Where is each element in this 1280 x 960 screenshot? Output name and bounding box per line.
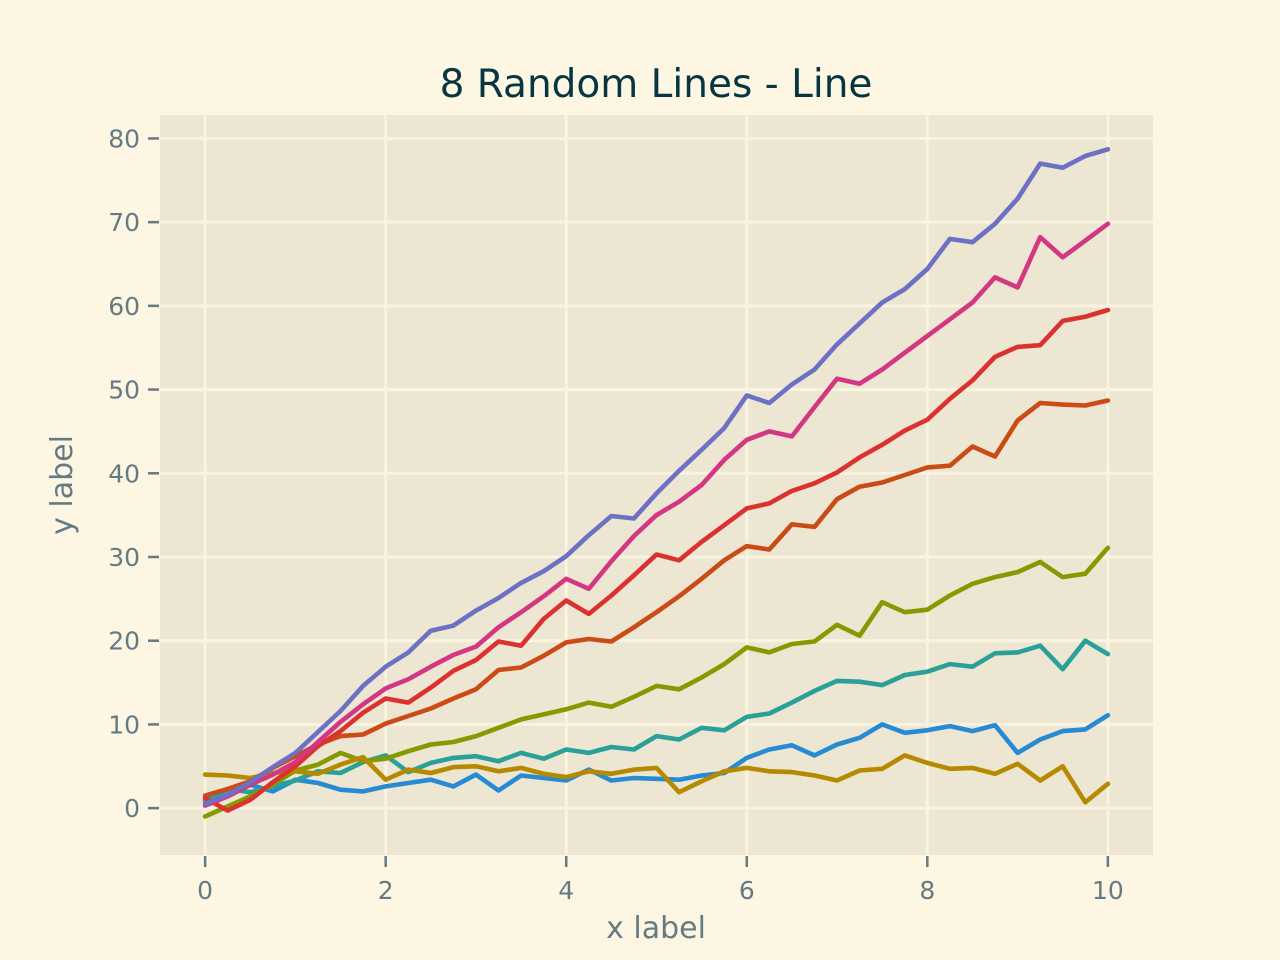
y-axis-label: y label xyxy=(45,435,80,535)
y-tick-label: 40 xyxy=(108,459,140,488)
y-tick-label: 20 xyxy=(108,627,140,656)
x-axis-label: x label xyxy=(606,911,706,946)
y-tick-label: 30 xyxy=(108,543,140,572)
series-line-1-blue xyxy=(202,712,1111,803)
x-tick-label: 4 xyxy=(558,876,574,905)
series-line-7-magenta xyxy=(202,221,1111,808)
x-tick-label: 0 xyxy=(197,876,213,905)
x-tick-label: 2 xyxy=(378,876,394,905)
y-tick-label: 60 xyxy=(108,292,140,321)
y-tick-label: 0 xyxy=(124,794,140,823)
series-line-4-yellow xyxy=(202,753,1111,805)
series-layer xyxy=(202,147,1111,819)
y-tick-label: 10 xyxy=(108,710,140,739)
series-line-8-violet xyxy=(202,147,1111,807)
axes-background xyxy=(160,115,1153,855)
series-line-5-orange xyxy=(202,398,1111,798)
x-tick-label: 8 xyxy=(919,876,935,905)
series-line-6-red xyxy=(202,307,1111,813)
tick-layer: 0 2 4 6 8 10 0 10 20 30 40 50 60 70 80 xyxy=(108,124,1124,905)
x-tick-label: 6 xyxy=(739,876,755,905)
y-tick-label: 70 xyxy=(108,208,140,237)
chart-title: 8 Random Lines - Line xyxy=(440,62,873,107)
series-line-2-teal xyxy=(202,638,1111,804)
y-tick-label: 80 xyxy=(108,124,140,153)
grid-layer xyxy=(160,115,1153,855)
y-tick-label: 50 xyxy=(108,376,140,405)
x-tick-label: 10 xyxy=(1092,876,1124,905)
